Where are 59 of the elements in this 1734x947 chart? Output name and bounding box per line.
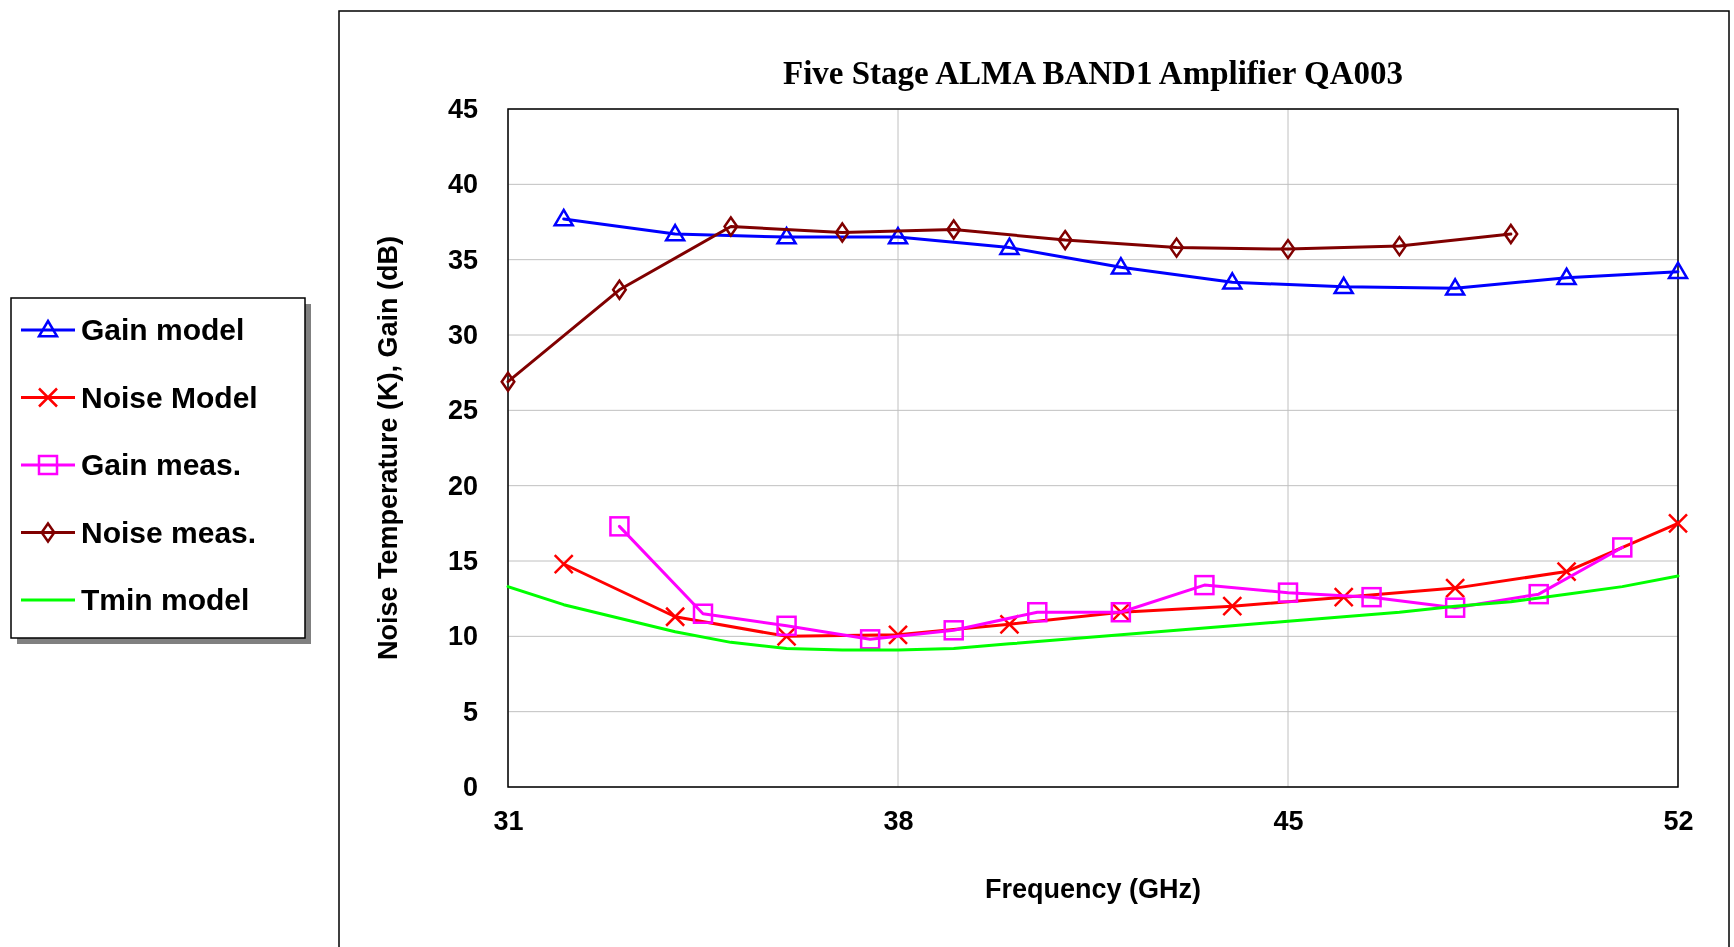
- y-tick-label: 45: [447, 94, 478, 125]
- legend-label: Gain model: [81, 313, 245, 346]
- legend-label: Noise Model: [81, 380, 258, 414]
- point: [1556, 267, 1577, 286]
- point: [609, 516, 630, 537]
- point: [1277, 582, 1299, 603]
- point: [553, 553, 574, 575]
- legend-label: Tmin model: [81, 583, 250, 616]
- point: [723, 216, 739, 237]
- y-tick-label: 40: [447, 169, 478, 200]
- point: [1110, 256, 1132, 275]
- x-tick-label: 38: [883, 806, 914, 837]
- line-series: [506, 574, 1680, 652]
- point: [664, 223, 686, 242]
- point: [1169, 237, 1185, 258]
- point: [1361, 586, 1382, 608]
- point: [1612, 537, 1633, 558]
- y-tick-label: 0: [462, 772, 478, 803]
- x-tick-label: 45: [1273, 806, 1304, 837]
- point: [692, 603, 714, 624]
- point: [1194, 574, 1215, 596]
- point: [999, 237, 1020, 256]
- y-axis-title: Noise Temperature (K), Gain (dB): [373, 235, 403, 661]
- x-axis-title: Frequency (GHz): [984, 874, 1202, 904]
- point: [946, 219, 962, 240]
- y-tick-label: 35: [447, 244, 478, 275]
- point: [1391, 235, 1407, 257]
- point: [1222, 595, 1243, 617]
- point: [611, 279, 627, 301]
- point: [1222, 272, 1243, 290]
- point: [1444, 278, 1466, 296]
- y-tick-label: 25: [447, 395, 478, 426]
- y-tick-label: 5: [462, 696, 478, 727]
- point: [834, 222, 850, 243]
- point: [553, 208, 574, 227]
- point: [943, 620, 964, 641]
- point: [500, 371, 516, 392]
- point: [776, 615, 797, 637]
- point: [1444, 597, 1466, 618]
- y-tick-label: 20: [447, 470, 478, 501]
- point: [1503, 223, 1519, 245]
- y-tick-label: 10: [447, 621, 478, 652]
- legend-label: Gain meas.: [81, 448, 242, 481]
- y-tick-label: 30: [447, 320, 478, 351]
- point: [1667, 513, 1689, 534]
- point: [1528, 583, 1549, 605]
- x-tick-label: 52: [1663, 806, 1694, 837]
- legend-label: Noise meas.: [81, 515, 257, 549]
- point: [1556, 561, 1577, 582]
- point: [1027, 601, 1048, 623]
- point: [1444, 577, 1466, 599]
- point: [1333, 276, 1354, 295]
- point: [1057, 229, 1073, 251]
- x-tick-label: 31: [493, 806, 524, 837]
- point: [1280, 238, 1296, 260]
- point: [664, 606, 686, 627]
- y-tick-label: 15: [447, 546, 478, 577]
- chart-title: Five Stage ALMA BAND1 Amplifier QA003: [783, 55, 1403, 91]
- point: [1667, 261, 1689, 280]
